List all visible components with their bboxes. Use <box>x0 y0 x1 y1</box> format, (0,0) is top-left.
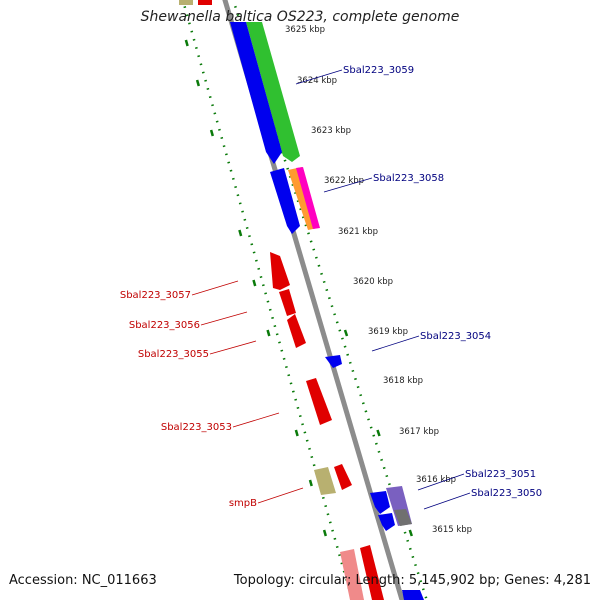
track-dash-markers <box>184 39 413 537</box>
gene-label: Sbal223_3051 <box>465 469 536 480</box>
scale-label: 3617 kbp <box>399 427 439 437</box>
gene-sbal223-3056 <box>279 289 296 316</box>
gene-sbal223-3057 <box>270 252 290 290</box>
gene-sbal223-3051-lower <box>378 513 395 531</box>
gene-sbal223-3053 <box>306 378 332 425</box>
scale-label: 3624 kbp <box>297 76 337 86</box>
gene-sbal223-3051 <box>370 491 390 514</box>
gene-sbal223-3055 <box>287 314 306 348</box>
left-gene-labels: Sbal223_3057 Sbal223_3056 Sbal223_3055 S… <box>120 280 304 509</box>
gene-fragment-top-red <box>198 0 212 5</box>
gene-label: Sbal223_3055 <box>138 349 209 360</box>
gene-bottom-red <box>360 545 384 600</box>
gene-sbal223-3058-multi-stripe <box>296 167 320 229</box>
gene-label: Sbal223_3059 <box>343 65 414 76</box>
scale-label: 3615 kbp <box>432 525 472 535</box>
gene-label: Sbal223_3054 <box>420 331 491 342</box>
gene-sbal223-3058-blue <box>270 168 300 234</box>
scale-label: 3619 kbp <box>368 327 408 337</box>
gene-label: Sbal223_3057 <box>120 290 191 301</box>
scale-label: 3625 kbp <box>285 25 325 35</box>
scale-label: 3622 kbp <box>324 176 364 186</box>
gene-sbal223-3050-grey <box>394 509 412 526</box>
gene-bottom-blue <box>402 590 424 600</box>
scale-labels: 3625 kbp 3624 kbp 3623 kbp 3622 kbp 3621… <box>285 25 472 535</box>
gene-label: Sbal223_3053 <box>161 422 232 433</box>
right-gene-labels: Sbal223_3059 Sbal223_3058 Sbal223_3054 S… <box>295 65 542 510</box>
gene-label: Sbal223_3058 <box>373 173 444 184</box>
gene-label: Sbal223_3050 <box>471 488 542 499</box>
scale-label: 3620 kbp <box>353 277 393 287</box>
gene-sbal223-3054 <box>325 355 342 368</box>
rna-gene-green <box>246 22 300 162</box>
genome-summary-text: Topology: circular; Length: 5,145,902 bp… <box>233 573 591 588</box>
gene-fragment-top <box>179 0 193 5</box>
map-title: Shewanella baltica OS223, complete genom… <box>140 9 460 25</box>
gene-label: Sbal223_3056 <box>129 320 200 331</box>
accession-text: Accession: NC_011663 <box>9 573 157 588</box>
scale-label: 3623 kbp <box>311 126 351 136</box>
scale-label: 3618 kbp <box>383 376 423 386</box>
gene-sbal223-3059-blue <box>230 22 282 164</box>
gene-bottom-pink <box>340 549 364 600</box>
gene-smpb-olive <box>314 467 336 495</box>
gene-label: smpB <box>229 498 257 509</box>
inner-dotted-track <box>181 0 354 600</box>
scale-label: 3621 kbp <box>338 227 378 237</box>
scale-label: 3616 kbp <box>416 475 456 485</box>
gene-smpb-red <box>334 464 352 490</box>
